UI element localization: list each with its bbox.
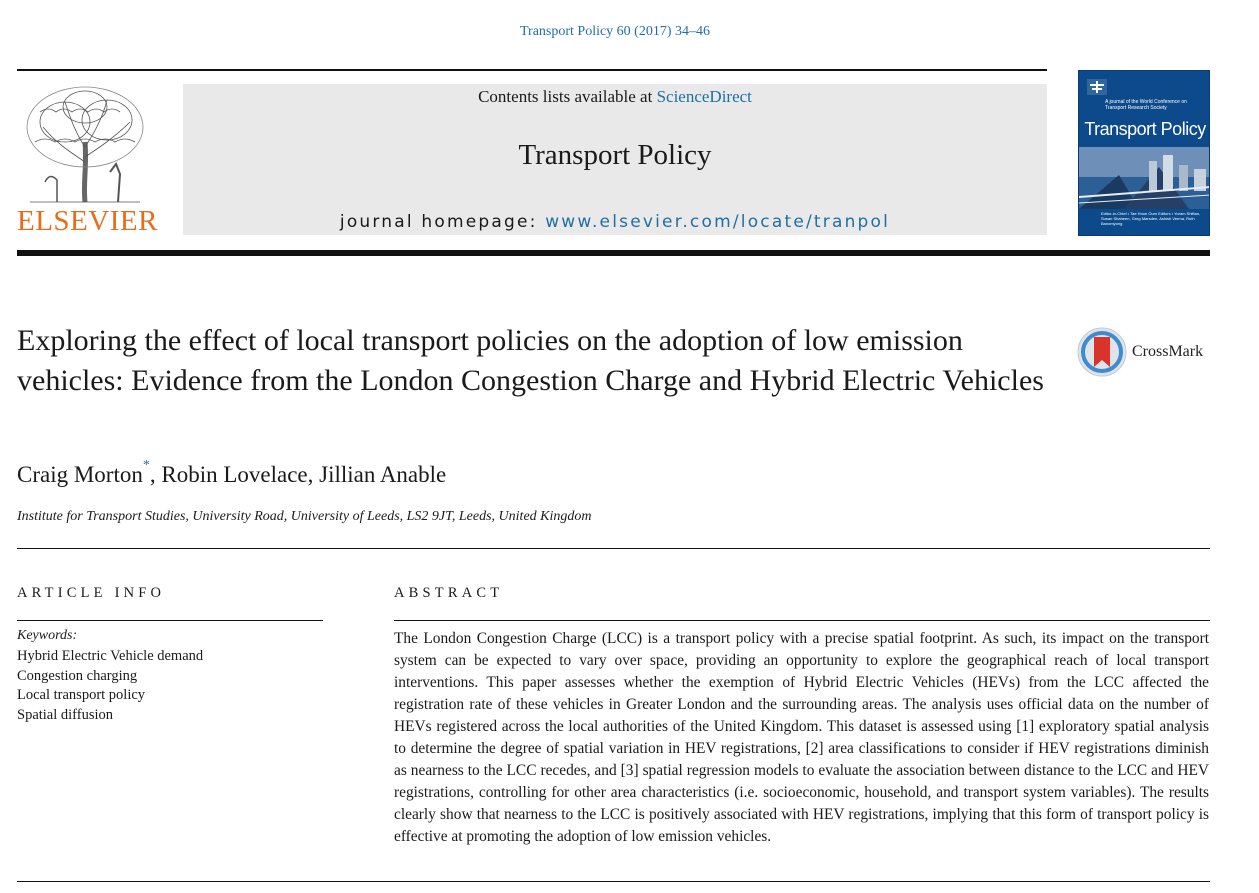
journal-homepage-line: journal homepage: www.elsevier.com/locat… [183,212,1047,232]
journal-homepage-link[interactable]: www.elsevier.com/locate/tranpol [545,212,891,232]
journal-banner [183,84,1047,235]
article-title: Exploring the effect of local transport … [17,324,1044,397]
elsevier-wordmark: ELSEVIER [17,205,158,237]
journal-name: Transport Policy [518,139,712,171]
elsevier-tree-logo[interactable] [15,82,155,240]
keyword-item: Congestion charging [17,667,138,684]
abstract-rule [394,620,1210,621]
keywords-list: Hybrid Electric Vehicle demand Congestio… [17,647,203,725]
contents-line: Contents lists available at ScienceDirec… [183,87,1047,107]
article-info-rule [17,620,323,621]
author-affiliation: Institute for Transport Studies, Univers… [17,509,592,524]
abstract-heading: ABSTRACT [394,585,504,601]
cover-editors: Editor-in-Chief • Tae Hoon Oum Editors •… [1101,211,1201,226]
homepage-prefix: journal homepage: [339,212,546,232]
cover-city-photo [1079,147,1209,209]
crossmark-icon[interactable] [1075,325,1215,381]
keywords-label: Keywords: [17,628,78,643]
article-info-heading: ARTICLE INFO [17,585,166,601]
section-divider [17,548,1210,549]
keyword-item: Spatial diffusion [17,706,113,723]
journal-citation-link[interactable]: Transport Policy 60 (2017) 34–46 [519,24,711,39]
crossmark-label[interactable]: CrossMark [1132,343,1204,360]
author-name[interactable]: Jillian Anable [319,462,447,487]
contents-prefix: Contents lists available at [478,87,657,106]
author-name[interactable]: Robin Lovelace [161,462,308,487]
author-list: Craig Morton*, Robin Lovelace, Jillian A… [17,458,447,487]
cover-tagline: A journal of the World Conference on Tra… [1105,99,1187,111]
cover-title: Transport Policy [1084,119,1206,139]
journal-cover-thumbnail[interactable]: A journal of the World Conference on Tra… [1078,70,1210,236]
header-bottom-rule [17,250,1210,256]
keyword-item: Hybrid Electric Vehicle demand [17,648,204,664]
keyword-item: Local transport policy [17,687,146,704]
wctr-emblem-icon [1087,79,1107,95]
bottom-rule [17,881,1210,882]
author-name[interactable]: Craig Morton [17,462,143,487]
corresponding-author-mark[interactable]: * [142,458,150,474]
abstract-body: The London Congestion Charge (LCC) is a … [394,630,1209,845]
sciencedirect-link[interactable]: ScienceDirect [656,87,752,106]
header-top-rule [17,69,1047,71]
